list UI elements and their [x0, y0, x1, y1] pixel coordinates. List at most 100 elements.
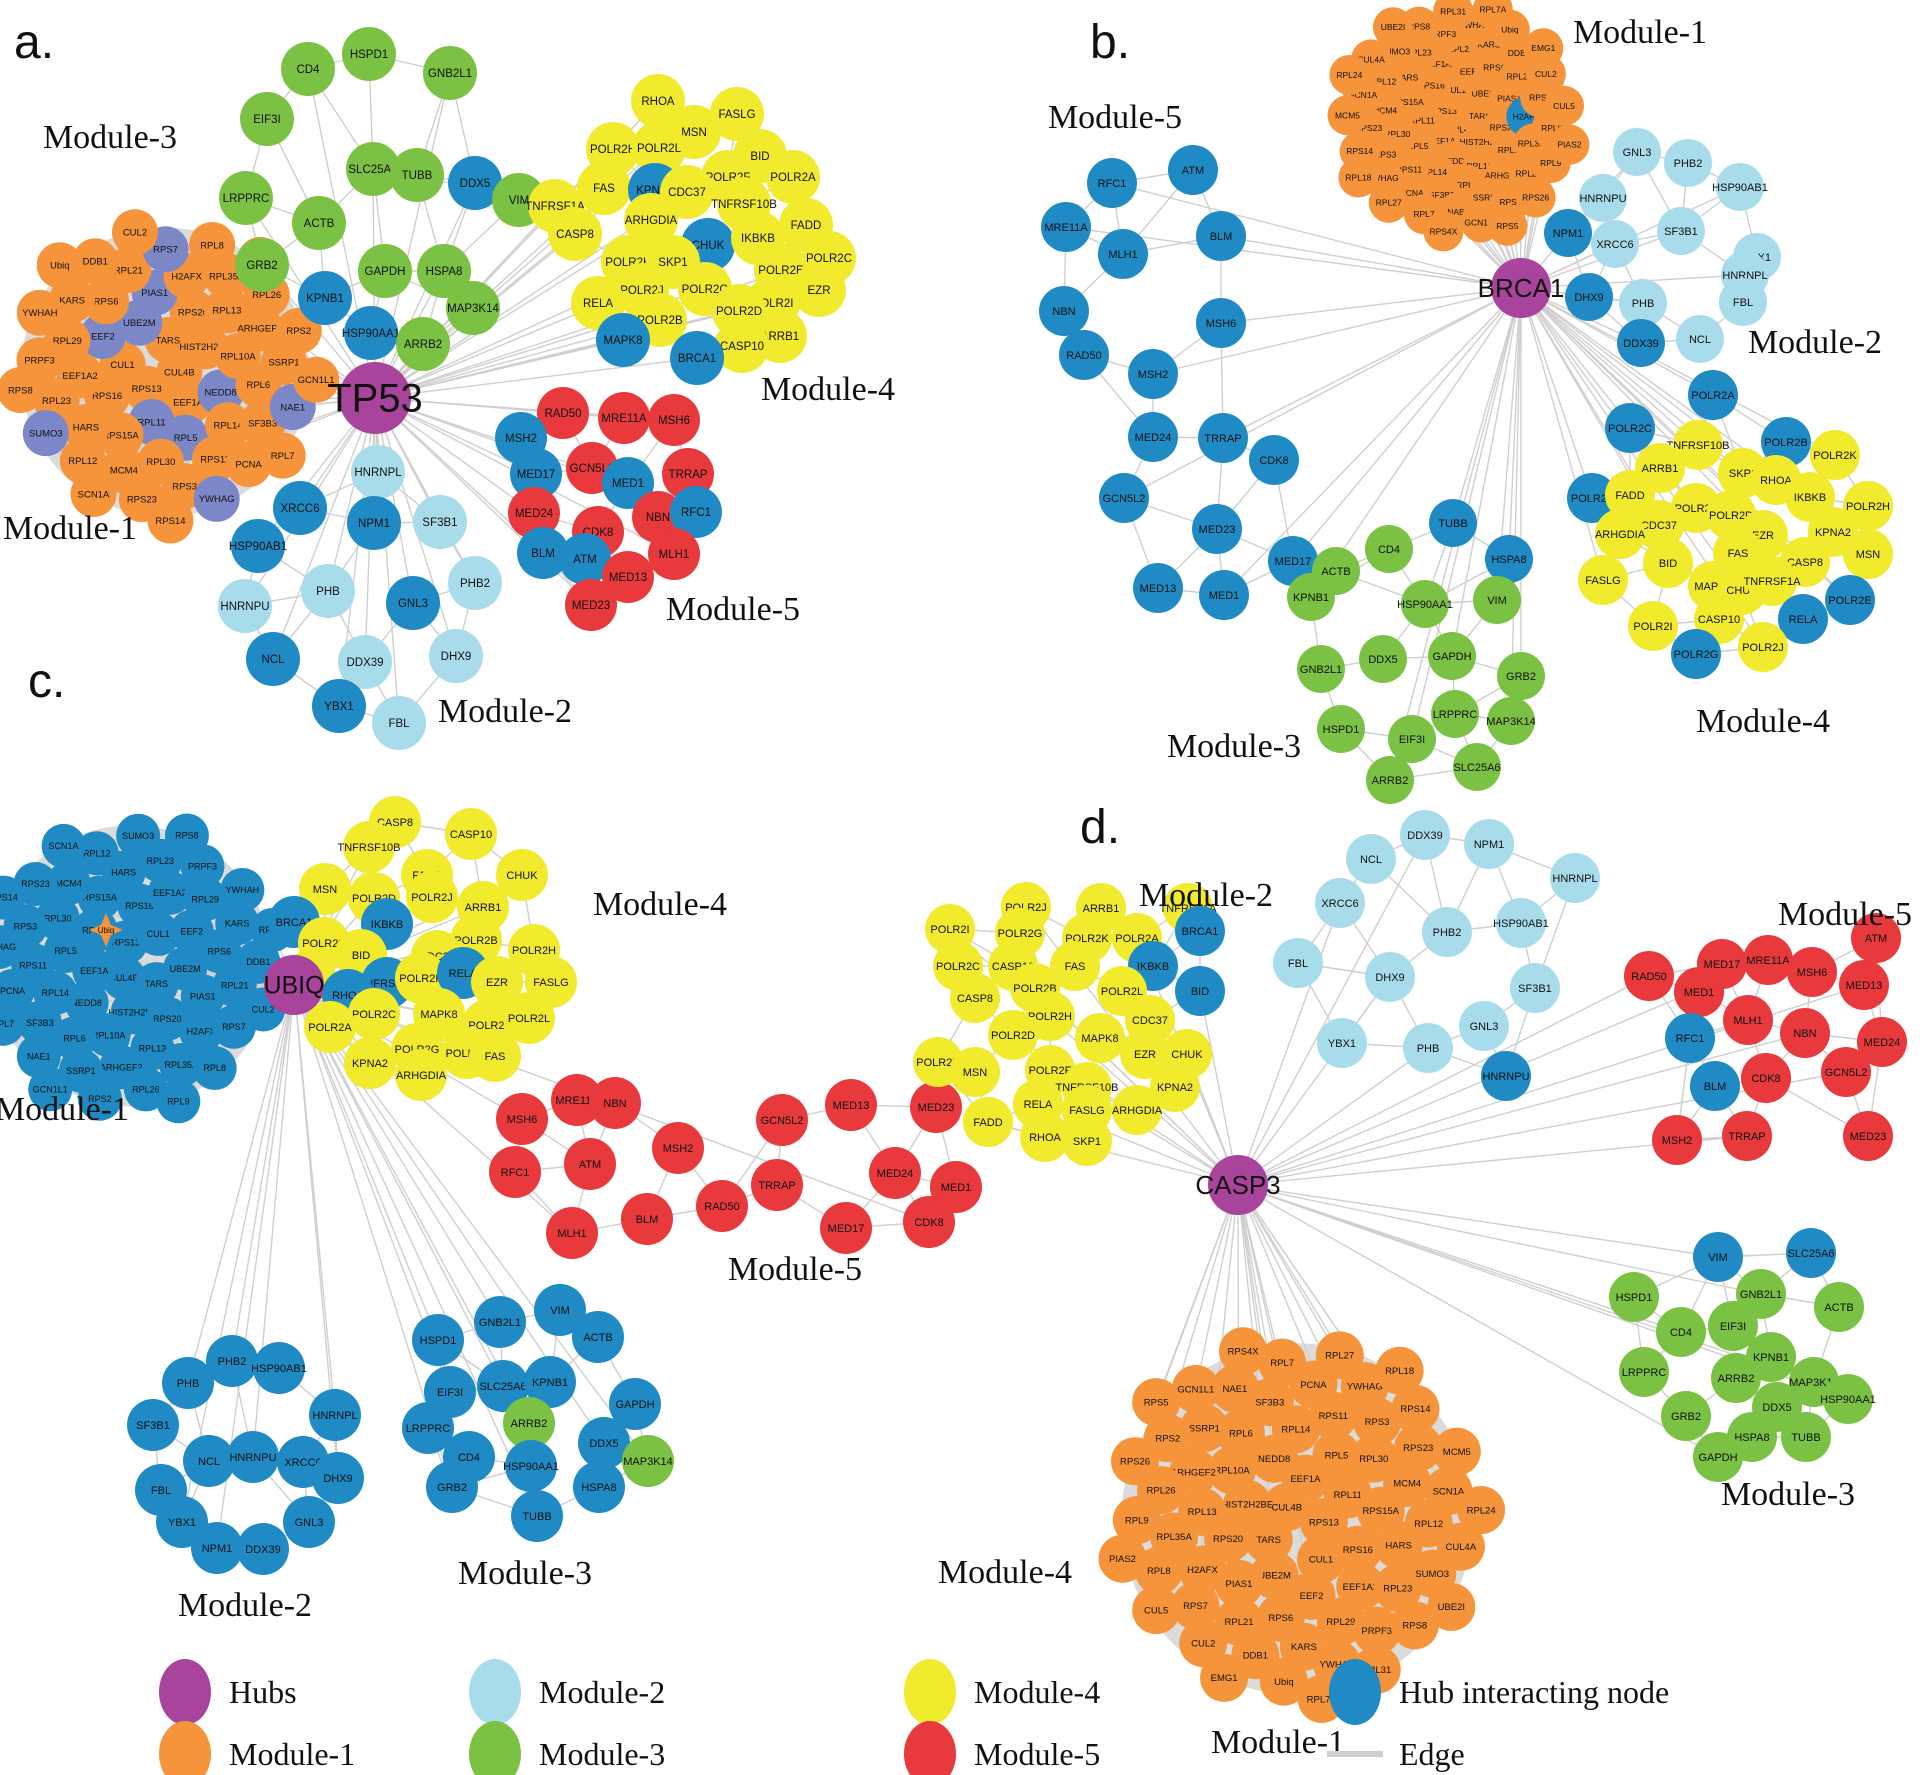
gene-node-circle	[1349, 1434, 1398, 1483]
gene-node-circle	[1595, 509, 1645, 559]
gene-node-circle	[652, 1122, 704, 1174]
gene-node-label: HSPD1	[1616, 1292, 1653, 1304]
gene-node-circle	[237, 1523, 289, 1575]
gene-node-circle	[1708, 1301, 1758, 1351]
gene-node-circle	[1619, 279, 1667, 327]
gene-node-circle	[1605, 403, 1655, 453]
gene-node-label: RPS8	[1402, 1621, 1427, 1632]
gene-node-label: KARS	[225, 918, 250, 928]
edge	[293, 984, 538, 1517]
gene-node-circle	[343, 821, 395, 873]
gene-node: RPL9	[156, 1079, 201, 1124]
gene-node-label: GAPDH	[615, 1399, 654, 1411]
gene-node: LRPPRC	[402, 1402, 454, 1454]
gene-node-circle	[1039, 286, 1089, 336]
gene-node-circle	[219, 171, 273, 225]
gene-node: MED17	[820, 1202, 872, 1254]
gene-node-circle	[1020, 1112, 1070, 1162]
gene-node-label: POLR2D	[716, 306, 762, 318]
gene-node-circle	[1741, 1053, 1791, 1103]
gene-node-circle	[1179, 1619, 1228, 1668]
gene-node-circle	[1128, 412, 1178, 462]
gene-node: POLR2L	[503, 992, 555, 1044]
gene-node: H2AFX	[179, 1009, 224, 1054]
gene-node: RFC1	[670, 486, 722, 538]
gene-node: RPL24	[1329, 54, 1370, 95]
gene-node: MCM5	[1432, 1427, 1481, 1476]
gene-node: MED1	[602, 457, 654, 509]
gene-node-label: DDB1	[1508, 48, 1531, 58]
hub-circle	[264, 955, 324, 1015]
gene-node: HSPD1	[1609, 1272, 1659, 1322]
gene-node: EMG1	[1523, 28, 1564, 69]
gene-node-label: MED17	[1275, 556, 1312, 568]
gene-node: MAPK8	[596, 313, 650, 367]
gene-node: HSPD1	[1317, 705, 1365, 753]
gene-node: HSPA8	[417, 244, 471, 298]
gene-node-label: DDX39	[346, 657, 383, 669]
gene-node-circle	[1132, 1378, 1181, 1427]
gene-node-label: DDB1	[83, 257, 108, 268]
gene-node-label: FBL	[388, 718, 410, 730]
gene-node-label: RPS15A	[1363, 1506, 1400, 1517]
edge	[1237, 834, 1426, 1186]
gene-node: FASLG	[710, 87, 764, 141]
gene-node-label: CUL4B	[109, 973, 138, 983]
gene-node-label: MSN	[1856, 549, 1881, 561]
gene-node-label: RPL26	[1147, 1485, 1176, 1496]
gene-node-label: KPNA2	[1815, 527, 1851, 539]
gene-node-label: UBE2M	[123, 318, 156, 329]
gene-node: RPS14	[147, 497, 194, 544]
gene-node-label: PHB	[1632, 298, 1655, 310]
gene-node: GAPDH	[1428, 632, 1476, 680]
gene-node: PIAS2	[1549, 124, 1590, 165]
gene-node: IKBKB	[1785, 472, 1835, 522]
gene-node-label: RPS20	[1490, 123, 1517, 133]
gene-node-label: TUBB	[1791, 1432, 1820, 1444]
gene-node-label: NEDD8	[71, 998, 102, 1008]
gene-node-label: SLC25A6	[1787, 1248, 1834, 1260]
gene-node: Ubiq	[1259, 1657, 1308, 1706]
gene-node-circle	[988, 1010, 1038, 1060]
gene-node-circle	[28, 1067, 73, 1112]
gene-node-label: NPM1	[358, 518, 390, 530]
gene-node-label: DDX39	[1623, 338, 1658, 350]
gene-node-label: RPL12	[68, 456, 97, 467]
gene-node: FBL	[1273, 938, 1323, 988]
gene-node-label: VIM	[509, 195, 529, 207]
gene-node: CUL2	[111, 209, 158, 256]
gene-node: MLH1	[648, 528, 700, 580]
gene-node-label: SLC25A6	[1453, 762, 1500, 774]
gene-node-label: EEF1A2	[1424, 59, 1456, 69]
gene-node: MLH1	[1098, 229, 1148, 279]
gene-node: RFC1	[1665, 1013, 1715, 1063]
gene-node-label: MSH2	[1138, 369, 1169, 381]
gene-node-label: H2AFX	[1513, 112, 1541, 122]
gene-node-label: CASP8	[556, 229, 594, 241]
gene-node: MCM5	[1327, 95, 1368, 136]
gene-node: EMG1	[1200, 1653, 1249, 1702]
gene-node-circle	[1423, 211, 1464, 252]
gene-node-circle	[766, 150, 820, 204]
gene-node-label: CUL1	[110, 360, 134, 371]
edge	[1237, 1184, 1719, 1458]
gene-node-label: GRB2	[1671, 1411, 1701, 1423]
gene-node: RPL27	[1368, 182, 1409, 223]
gene-node: CASP10	[445, 808, 497, 860]
gene-node: HNRNPL	[351, 445, 405, 499]
gene-node-label: POLR2E	[302, 938, 345, 950]
gene-node: TNFRSF10B	[338, 821, 400, 873]
gene-node-label: MED24	[1864, 1037, 1901, 1049]
gene-node: YBX1	[1317, 1018, 1367, 1068]
gene-node-label: RPL13	[139, 1043, 167, 1053]
gene-node: POLR2J	[1738, 622, 1788, 672]
gene-node: BLM	[621, 1193, 673, 1245]
gene-node-circle	[1722, 1111, 1772, 1161]
gene-node-circle	[474, 1296, 526, 1348]
gene-node-label: FAS	[1728, 548, 1749, 560]
gene-node-label: RPL26	[252, 290, 281, 301]
gene-node-circle	[559, 533, 611, 585]
gene-node-circle	[950, 973, 1000, 1023]
gene-node-label: KPNB1	[1293, 592, 1329, 604]
